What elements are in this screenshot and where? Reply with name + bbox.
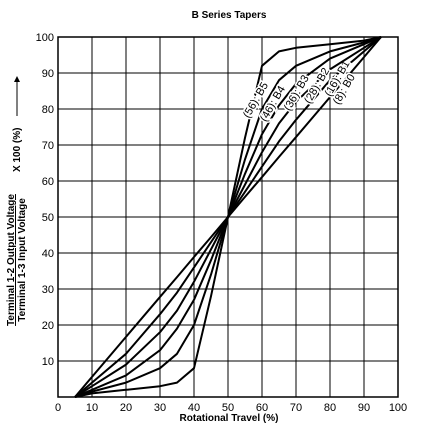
y-tick-label: 10 [42,356,54,368]
taper-line [74,36,382,398]
y-tick-label: 90 [42,68,54,80]
x-tick-label: 50 [222,402,234,414]
y-tick-label: 20 [42,320,54,332]
x-tick-label: 40 [188,402,200,414]
x-tick-label: 100 [389,402,407,414]
x-tick-label: 10 [86,402,98,414]
x-tick-label: 80 [324,402,336,414]
y-tick-label: 30 [42,284,54,296]
y-tick-label: 100 [36,32,54,44]
y-tick-label: 50 [42,212,54,224]
x-tick-label: 60 [256,402,268,414]
x-tick-label: 90 [358,402,370,414]
y-label-bottom: Terminal 1-3 Input Voltage [17,198,28,322]
x-tick-label: 30 [154,402,166,414]
y-tick-label: 80 [42,104,54,116]
y-tick-label: 60 [42,176,54,188]
chart-title: B Series Tapers [192,10,267,21]
y-axis-label: Terminal 1-2 Output Voltage Terminal 1-3… [6,76,28,326]
x-tick-label: 20 [120,402,132,414]
arrow-head [14,76,20,82]
x-axis-label: Rotational Travel (%) [180,413,279,423]
y-tick-label: 70 [42,140,54,152]
y-label-suffix: X 100 (%) [12,128,23,172]
x-tick-label: 70 [290,402,302,414]
y-tick-label: 40 [42,248,54,260]
y-label-top: Terminal 1-2 Output Voltage [6,194,17,326]
x-tick-label: 0 [55,402,61,414]
